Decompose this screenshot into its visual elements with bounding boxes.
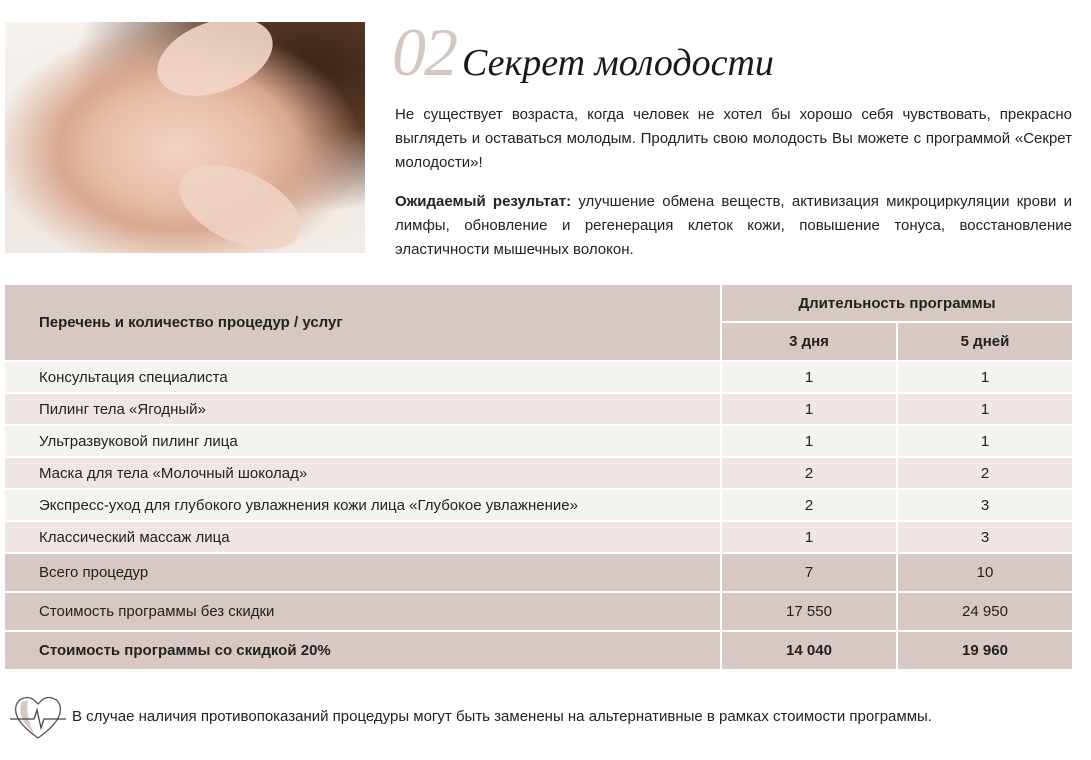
price-3: 17 550 bbox=[722, 593, 898, 632]
table-row: Ультразвуковой пилинг лица 1 1 bbox=[5, 426, 1072, 458]
price-label: Стоимость программы без скидки bbox=[5, 593, 722, 632]
procedure-name: Маска для тела «Молочный шоколад» bbox=[5, 458, 722, 490]
footnote-text: В случае наличия противопоказаний процед… bbox=[72, 707, 932, 725]
count-5: 1 bbox=[898, 426, 1072, 458]
discount-3: 14 040 bbox=[722, 632, 898, 671]
heart-pulse-icon bbox=[10, 696, 66, 739]
program-title: Секрет молодости bbox=[462, 42, 774, 84]
total-5: 10 bbox=[898, 554, 1072, 593]
table-row: Пилинг тела «Ягодный» 1 1 bbox=[5, 394, 1072, 426]
table-row: Маска для тела «Молочный шоколад» 2 2 bbox=[5, 458, 1072, 490]
discount-price-row: Стоимость программы со скидкой 20% 14 040… bbox=[5, 632, 1072, 671]
discount-5: 19 960 bbox=[898, 632, 1072, 671]
count-3: 1 bbox=[722, 394, 898, 426]
table-row: Консультация специалиста 1 1 bbox=[5, 362, 1072, 394]
price-row: Стоимость программы без скидки 17 550 24 9… bbox=[5, 593, 1072, 632]
spa-massage-photo bbox=[5, 22, 365, 253]
intro-paragraph: Не существует возраста, когда человек не… bbox=[395, 106, 1072, 171]
procedure-name: Классический массаж лица bbox=[5, 522, 722, 554]
count-3: 1 bbox=[722, 522, 898, 554]
price-5: 24 950 bbox=[898, 593, 1072, 632]
duration-header: Длительность программы bbox=[722, 285, 1072, 323]
count-5: 3 bbox=[898, 490, 1072, 522]
procedure-name: Ультразвуковой пилинг лица bbox=[5, 426, 722, 458]
count-5: 1 bbox=[898, 362, 1072, 394]
result-text: улучшение обмена веществ, активизация ми… bbox=[395, 193, 1072, 258]
procedure-name: Экспресс-уход для глубокого увлажнения к… bbox=[5, 490, 722, 522]
section-title: 02 Секрет молодости bbox=[392, 18, 774, 86]
count-3: 2 bbox=[722, 458, 898, 490]
total-label: Всего процедур bbox=[5, 554, 722, 593]
procedure-name: Консультация специалиста bbox=[5, 362, 722, 394]
col-5-days: 5 дней bbox=[898, 323, 1072, 362]
section-number: 02 bbox=[392, 14, 458, 90]
count-3: 1 bbox=[722, 362, 898, 394]
result-paragraph: Ожидаемый результат: улучшение обмена ве… bbox=[395, 190, 1072, 262]
count-3: 1 bbox=[722, 426, 898, 458]
count-3: 2 bbox=[722, 490, 898, 522]
result-label: Ожидаемый результат: bbox=[395, 193, 572, 210]
procedures-header: Перечень и количество процедур / услуг bbox=[5, 285, 722, 362]
table-row: Классический массаж лица 1 3 bbox=[5, 522, 1072, 554]
program-table: Перечень и количество процедур / услуг Д… bbox=[5, 285, 1072, 671]
count-5: 2 bbox=[898, 458, 1072, 490]
total-row: Всего процедур 7 10 bbox=[5, 554, 1072, 593]
count-5: 3 bbox=[898, 522, 1072, 554]
footnote: В случае наличия противопоказаний процед… bbox=[8, 690, 932, 742]
procedure-name: Пилинг тела «Ягодный» bbox=[5, 394, 722, 426]
col-3-days: 3 дня bbox=[722, 323, 898, 362]
total-3: 7 bbox=[722, 554, 898, 593]
count-5: 1 bbox=[898, 394, 1072, 426]
table-row: Экспресс-уход для глубокого увлажнения к… bbox=[5, 490, 1072, 522]
discount-label: Стоимость программы со скидкой 20% bbox=[5, 632, 722, 671]
